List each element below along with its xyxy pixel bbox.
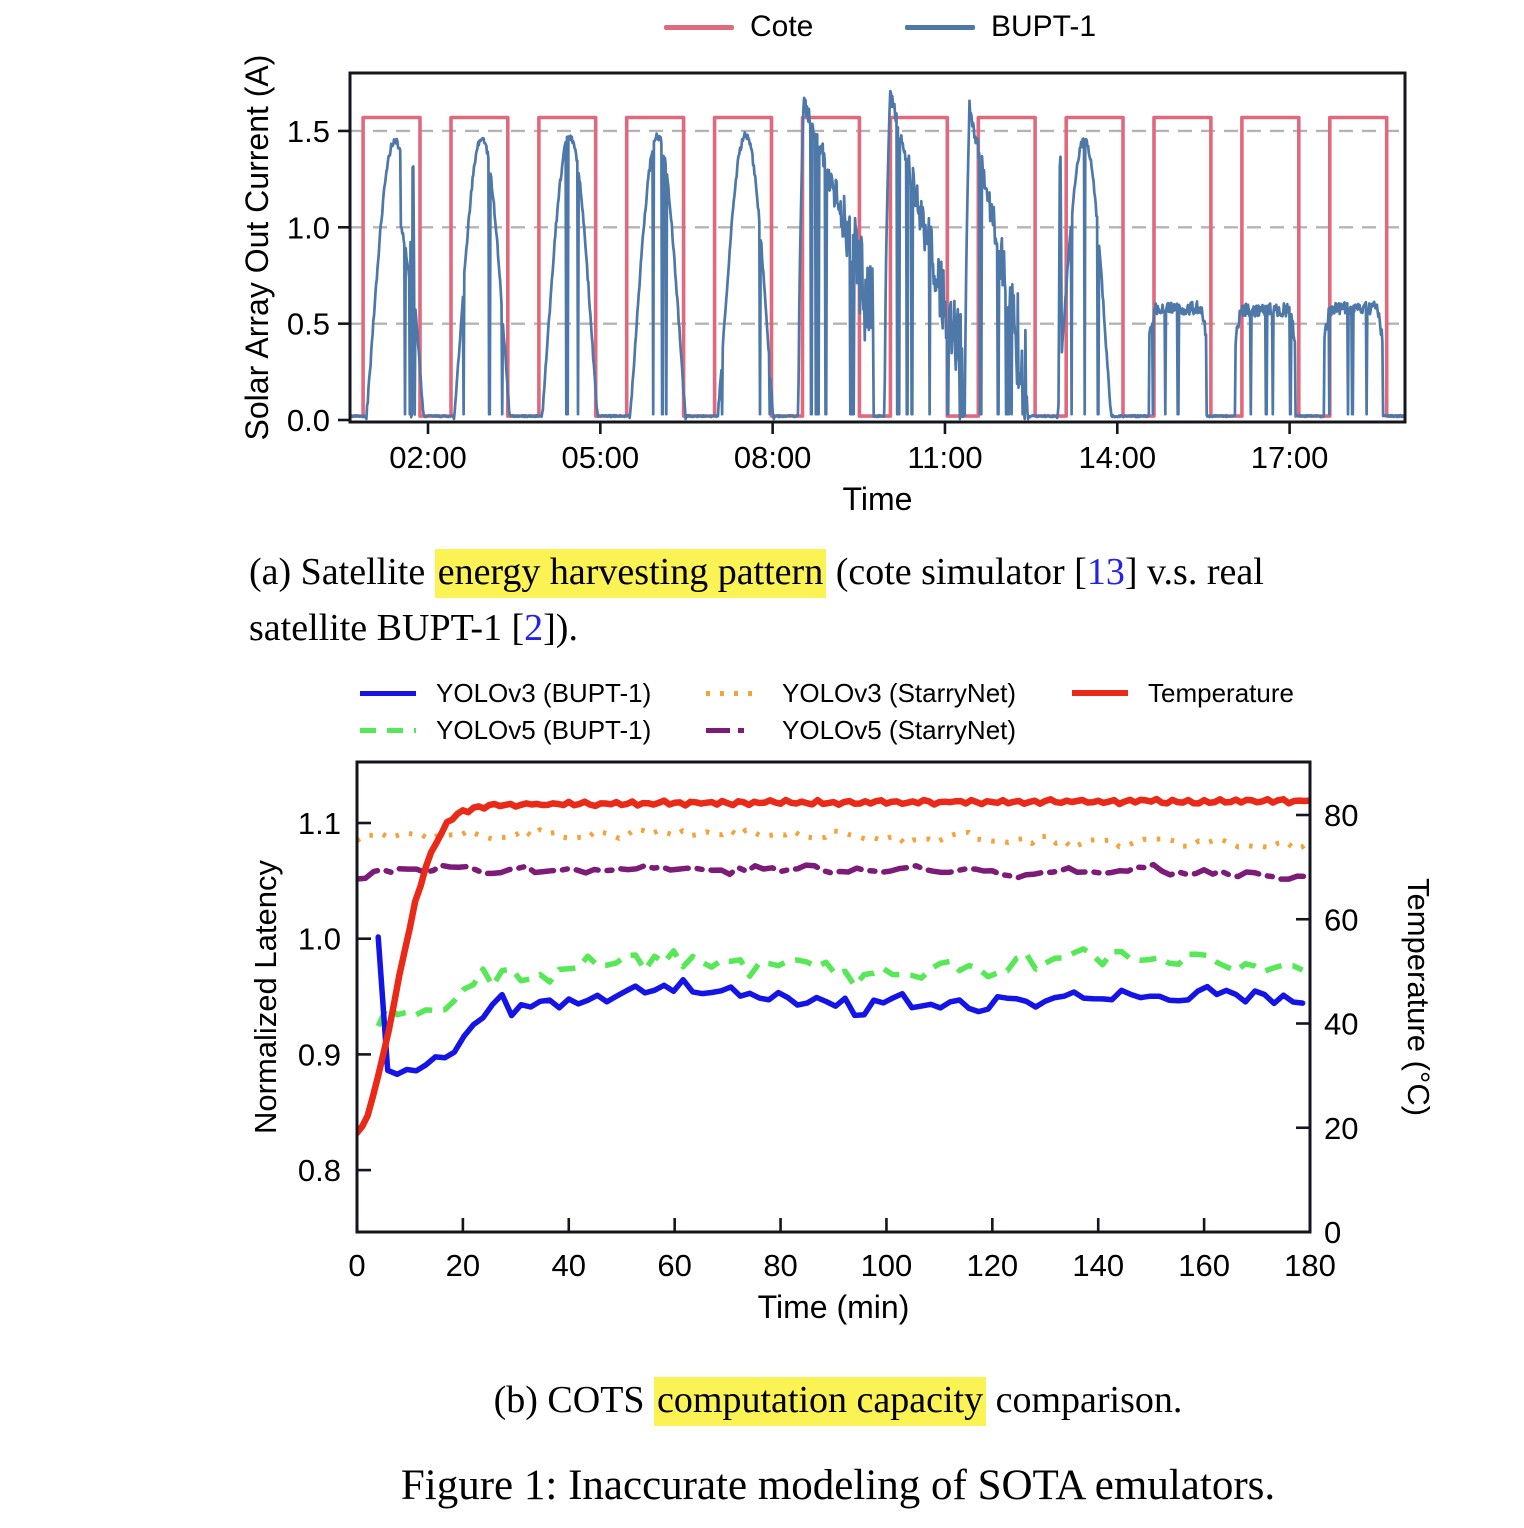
caption-b-text: (b) COTS (493, 1379, 655, 1421)
chart-b-xlabel: Time (min) (758, 1289, 910, 1325)
x-tick-label: 60 (657, 1248, 691, 1283)
y-tick-label: 0.5 (287, 307, 330, 342)
chart-a-xlabel: Time (843, 481, 913, 517)
yolov3-bupt1-line-swatch-icon (360, 690, 416, 696)
legend-label: Cote (750, 10, 814, 43)
caption-a-highlight: energy harvesting pattern (434, 549, 827, 598)
series-yolov5-starrynet- (357, 861, 1309, 882)
y-left-tick-label: 1.0 (298, 922, 341, 957)
bupt1-line-swatch-icon (905, 24, 975, 30)
temperature-line-swatch-icon (1072, 690, 1128, 696)
figure-caption: Figure 1: Inaccurate modeling of SOTA em… (400, 1462, 1276, 1509)
yolov5-starrynet-line-swatch-icon (706, 727, 762, 733)
x-tick-label: 08:00 (734, 440, 812, 475)
x-tick-label: 180 (1284, 1248, 1336, 1283)
legend-label: BUPT-1 (991, 10, 1097, 43)
legend-item-cote: Cote (664, 10, 813, 44)
caption-a-text: ] v.s. real (1124, 551, 1264, 593)
ref-link-2[interactable]: 2 (524, 607, 544, 649)
chart-b-plot (357, 795, 1310, 1137)
x-tick-label: 05:00 (562, 440, 640, 475)
caption-a: (a) Satellite energy harvesting pattern … (249, 544, 1439, 656)
x-tick-label: 100 (861, 1248, 913, 1283)
x-tick-label: 11:00 (907, 440, 982, 475)
y-right-tick-label: 60 (1324, 902, 1358, 937)
series-yolov3-bupt-1- (375, 934, 1306, 1078)
caption-b-text: comparison. (986, 1379, 1183, 1421)
yolov5-bupt1-line-swatch-icon (360, 727, 416, 733)
x-tick-label: 17:00 (1251, 440, 1329, 475)
ref-link-13[interactable]: 13 (1086, 551, 1125, 593)
caption-a-text: (a) Satellite (249, 551, 435, 593)
series-bupt1 (350, 89, 1405, 421)
x-tick-label: 80 (763, 1248, 797, 1283)
y-right-tick-label: 40 (1324, 1007, 1358, 1042)
series-cote (350, 115, 1405, 418)
cote-line-swatch-icon (664, 24, 734, 30)
caption-a-text: (cote simulator [ (826, 551, 1087, 593)
legend-item-yolov5-starrynet: YOLOv5 (StarryNet) (706, 715, 1016, 745)
x-tick-label: 120 (966, 1248, 1018, 1283)
x-tick-label: 160 (1178, 1248, 1230, 1283)
series-yolov3-starrynet- (357, 826, 1310, 852)
y-left-tick-label: 0.9 (298, 1037, 341, 1072)
legend-item-yolov3-starrynet: YOLOv3 (StarryNet) (706, 678, 1016, 708)
legend-label: YOLOv3 (StarryNet) (782, 678, 1017, 708)
legend-item-yolov3-bupt1: YOLOv3 (BUPT-1) (360, 678, 651, 708)
series-temperature (357, 795, 1310, 1137)
caption-b-highlight: computation capacity (654, 1377, 987, 1426)
chart-b-ylabel-right: Temperature (°C) (1401, 878, 1436, 1116)
y-left-tick-label: 0.8 (298, 1153, 341, 1188)
y-tick-label: 0.0 (287, 403, 330, 438)
legend-label: YOLOv5 (BUPT-1) (436, 715, 652, 745)
chart-b-ylabel-left: Normalized Latency (248, 860, 283, 1134)
caption-a-text: ]). (543, 607, 578, 649)
chart-a-frame (348, 71, 1407, 424)
x-tick-label: 0 (348, 1248, 365, 1283)
x-tick-label: 20 (446, 1248, 480, 1283)
chart-b-frame (355, 760, 1312, 1234)
y-tick-label: 1.5 (287, 114, 330, 149)
series-yolov5-bupt-1- (375, 946, 1304, 1028)
yolov3-starrynet-line-swatch-icon (706, 690, 762, 696)
legend-label: YOLOv5 (StarryNet) (782, 715, 1017, 745)
y-right-tick-label: 80 (1324, 798, 1358, 833)
chart-a-plot (350, 89, 1405, 421)
x-tick-label: 140 (1072, 1248, 1124, 1283)
caption-b: (b) COTS computation capacity comparison… (152, 1372, 1524, 1428)
legend-item-bupt1: BUPT-1 (905, 10, 1096, 44)
legend-item-temperature: Temperature (1072, 678, 1294, 708)
x-tick-label: 02:00 (389, 440, 467, 475)
legend-item-yolov5-bupt1: YOLOv5 (BUPT-1) (360, 715, 651, 745)
y-tick-label: 1.0 (287, 210, 330, 245)
legend-label: YOLOv3 (BUPT-1) (436, 678, 652, 708)
y-left-tick-label: 1.1 (298, 806, 341, 841)
y-right-tick-label: 0 (1324, 1215, 1341, 1250)
x-tick-label: 14:00 (1078, 440, 1156, 475)
y-right-tick-label: 20 (1324, 1111, 1358, 1146)
x-tick-label: 40 (552, 1248, 586, 1283)
caption-a-text: satellite BUPT-1 [ (249, 607, 525, 649)
legend-label: Temperature (1148, 678, 1294, 708)
chart-a-ylabel: Solar Array Out Current (A) (239, 55, 275, 441)
